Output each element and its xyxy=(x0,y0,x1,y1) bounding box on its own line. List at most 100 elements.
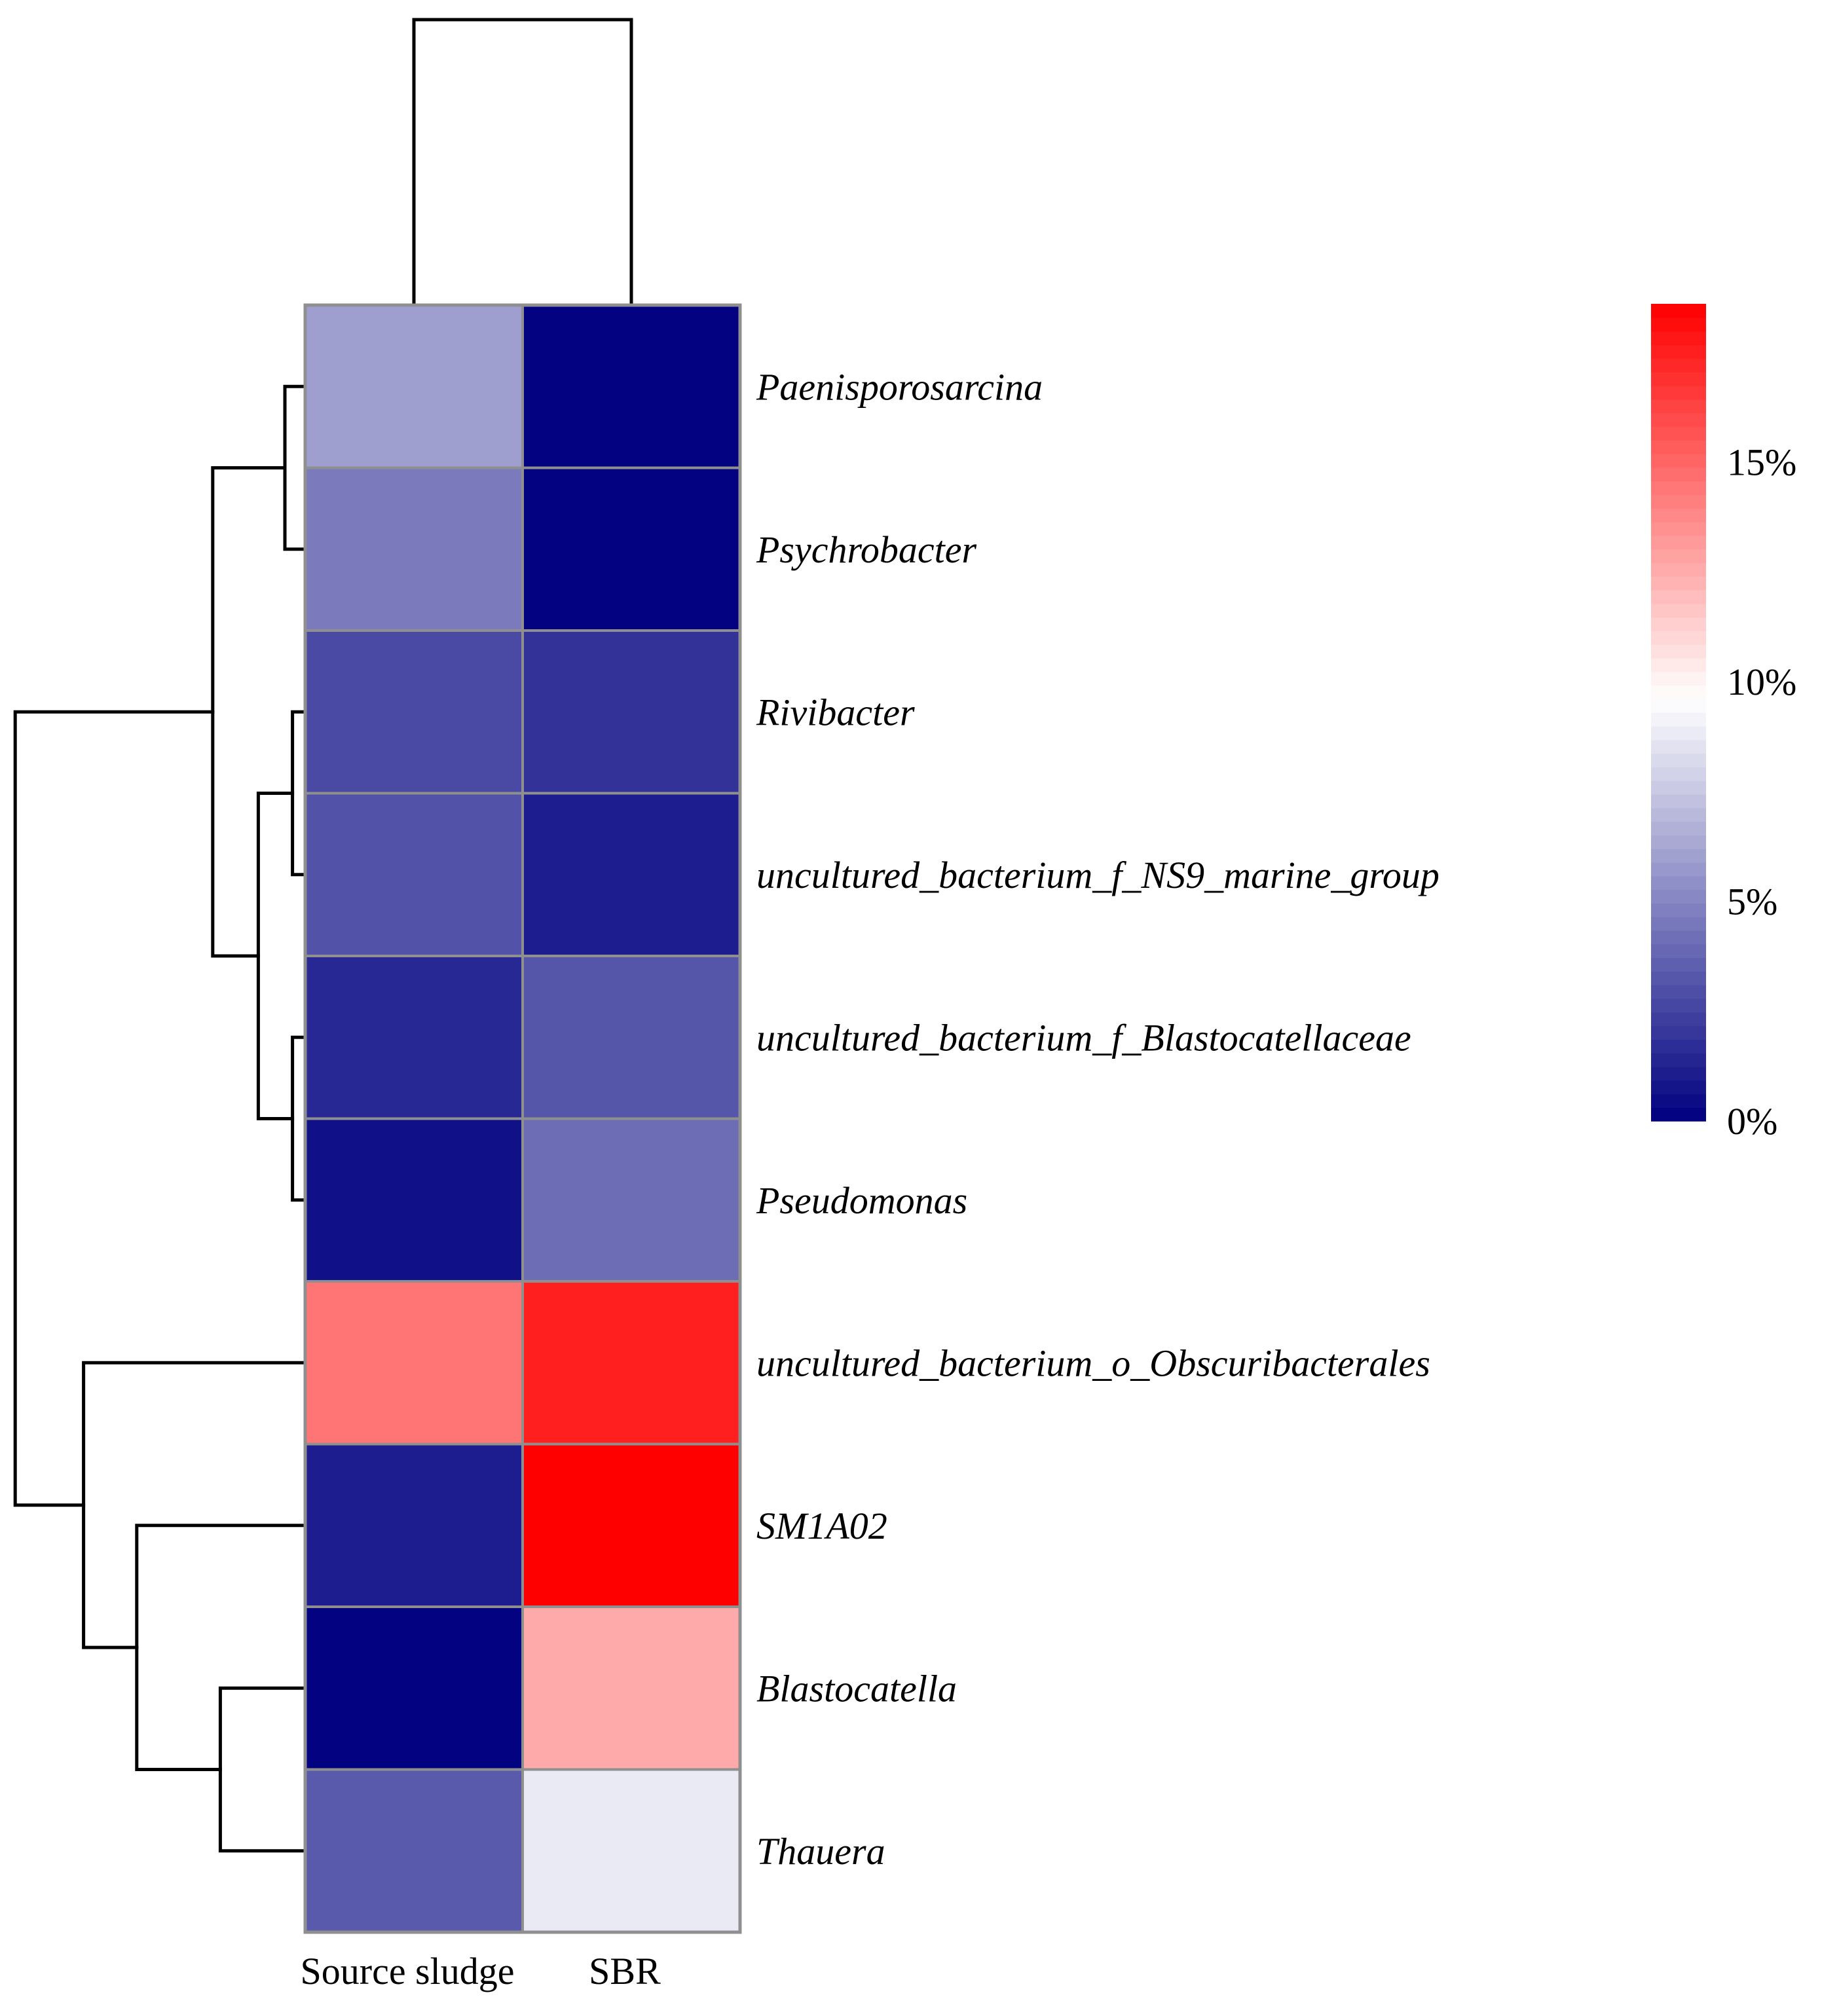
column-label: Source sludge xyxy=(301,1950,515,1992)
colorbar-segment xyxy=(1651,1025,1706,1040)
colorbar-segment xyxy=(1651,631,1706,645)
colorbar-segment xyxy=(1651,835,1706,849)
dendrogram-branch xyxy=(211,466,287,958)
heatmap-cell xyxy=(521,466,741,632)
colorbar-segment xyxy=(1651,685,1706,699)
colorbar-segment xyxy=(1651,753,1706,767)
heatmap-cell xyxy=(521,304,741,469)
colorbar-segment xyxy=(1651,712,1706,727)
dendrogram-branch xyxy=(256,792,295,1120)
colorbar-segment xyxy=(1651,1012,1706,1027)
row-label: SM1A02 xyxy=(756,1505,887,1547)
dendrogram-branch xyxy=(13,710,215,1507)
heatmap-cell xyxy=(521,1442,741,1608)
heatmap-cell xyxy=(304,792,524,957)
heatmap-cell xyxy=(304,1605,524,1771)
colorbar-segment xyxy=(1651,385,1706,400)
column-dendrogram xyxy=(412,18,633,306)
colorbar-segment xyxy=(1651,535,1706,550)
heatmap-cell xyxy=(521,955,741,1120)
colorbar-segment xyxy=(1651,930,1706,945)
colorbar-segment xyxy=(1651,1053,1706,1067)
colorbar-segment xyxy=(1651,549,1706,563)
heatmap-cell xyxy=(304,1117,524,1283)
row-dendrogram xyxy=(13,384,306,1853)
colorbar-segment xyxy=(1651,562,1706,577)
colorbar-segment xyxy=(1651,807,1706,822)
colorbar-segment xyxy=(1651,917,1706,931)
colorbar-segment xyxy=(1651,344,1706,359)
heatmap-cell xyxy=(521,629,741,795)
colorbar-segment xyxy=(1651,508,1706,522)
colorbar-segment xyxy=(1651,957,1706,972)
heatmap-cell xyxy=(521,1280,741,1446)
colorbar-segment xyxy=(1651,481,1706,495)
dendrogram-branch xyxy=(291,710,306,877)
row-label: uncultured_bacterium_o_Obscuribacterales xyxy=(756,1342,1430,1384)
colorbar-segment xyxy=(1651,875,1706,890)
row-labels: Paenisporosarcina Psychrobacter Rivibacter… xyxy=(756,365,1440,1873)
colorbar-segment xyxy=(1651,903,1706,917)
colorbar-segment xyxy=(1651,644,1706,659)
colorbar-segment xyxy=(1651,821,1706,835)
colorbar-segment xyxy=(1651,998,1706,1013)
colorbar-segment xyxy=(1651,412,1706,427)
colorbar-segment xyxy=(1651,1039,1706,1054)
row-label: Rivibacter xyxy=(756,691,915,733)
colorbar-segment xyxy=(1651,603,1706,618)
colorbar-segment xyxy=(1651,304,1706,318)
dendrogram-branch xyxy=(412,18,633,306)
colorbar-segment xyxy=(1651,358,1706,373)
colorbar-segment xyxy=(1651,767,1706,781)
colorbar-segment xyxy=(1651,985,1706,999)
colorbar-segment xyxy=(1651,1093,1706,1108)
column-label: SBR xyxy=(589,1950,661,1992)
colorbar-segment xyxy=(1651,671,1706,686)
row-label: uncultured_bacterium_f_NS9_marine_group xyxy=(756,854,1440,896)
colorbar-segment xyxy=(1651,849,1706,863)
colorbar-segment xyxy=(1651,794,1706,809)
row-label: Psychrobacter xyxy=(756,528,977,571)
colorbar-segment xyxy=(1651,317,1706,332)
colorbar-segment xyxy=(1651,780,1706,795)
heatmap-cell xyxy=(304,1442,524,1608)
colorbar-segment xyxy=(1651,576,1706,591)
heatmap-cell xyxy=(304,1280,524,1446)
dendrogram-branch xyxy=(283,384,306,551)
dendrogram-branch xyxy=(218,1686,306,1853)
colorbar-tick-label: 15% xyxy=(1727,441,1796,484)
heatmap-cell xyxy=(521,1117,741,1283)
colorbar-segment xyxy=(1651,331,1706,346)
colorbar-segment xyxy=(1651,589,1706,604)
colorbar-segment xyxy=(1651,372,1706,386)
colorbar-segment xyxy=(1651,426,1706,441)
heatmap-cell xyxy=(304,955,524,1120)
colorbar-segment xyxy=(1651,944,1706,959)
heatmap-cell xyxy=(304,304,524,469)
row-label: Pseudomonas xyxy=(756,1179,967,1222)
colorbar-tick-label: 5% xyxy=(1727,881,1777,923)
colorbar-segment xyxy=(1651,1066,1706,1081)
heatmap-cell xyxy=(304,629,524,795)
colorbar-segment xyxy=(1651,440,1706,454)
dendrogram-branch xyxy=(82,1361,306,1649)
colorbar-segment xyxy=(1651,494,1706,509)
heatmap-cells xyxy=(303,303,742,1934)
colorbar-segment xyxy=(1651,971,1706,985)
colorbar-segment xyxy=(1651,725,1706,741)
colorbar-segment xyxy=(1651,699,1706,713)
colorbar-tick-label: 0% xyxy=(1727,1100,1777,1143)
row-label: Paenisporosarcina xyxy=(756,365,1043,408)
colorbar-segment xyxy=(1651,862,1706,877)
colorbar-segment xyxy=(1651,399,1706,414)
heatmap-cell xyxy=(521,1605,741,1771)
heatmap-cell xyxy=(521,792,741,957)
colorbar-segment xyxy=(1651,521,1706,536)
heatmap-cell xyxy=(304,466,524,632)
colorbar: 0% 5% 10% 15% xyxy=(1651,304,1796,1143)
colorbar-segment xyxy=(1651,657,1706,672)
colorbar-segment xyxy=(1651,453,1706,468)
row-label: Blastocatella xyxy=(756,1667,957,1710)
heatmap-cell xyxy=(304,1768,524,1934)
